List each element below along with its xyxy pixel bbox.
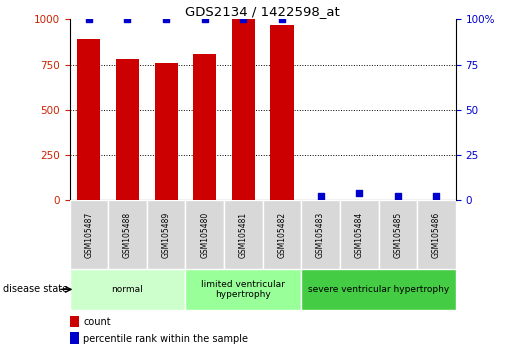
Text: percentile rank within the sample: percentile rank within the sample — [83, 333, 248, 343]
Bar — [301, 269, 456, 310]
Text: limited ventricular
hypertrophy: limited ventricular hypertrophy — [201, 280, 285, 299]
Point — [124, 17, 132, 22]
Point — [316, 194, 324, 199]
Bar — [379, 200, 417, 269]
Bar — [77, 39, 100, 200]
Text: severe ventricular hypertrophy: severe ventricular hypertrophy — [308, 285, 449, 294]
Text: GSM105488: GSM105488 — [123, 211, 132, 258]
Point — [201, 17, 209, 22]
Title: GDS2134 / 1422598_at: GDS2134 / 1422598_at — [185, 5, 340, 18]
Point — [162, 17, 170, 22]
Text: GSM105484: GSM105484 — [355, 211, 364, 258]
Bar — [70, 200, 108, 269]
Text: normal: normal — [112, 285, 143, 294]
Bar — [154, 63, 178, 200]
Bar — [70, 269, 185, 310]
Bar — [193, 54, 216, 200]
Point — [84, 17, 93, 22]
Bar — [232, 19, 255, 200]
Text: GSM105482: GSM105482 — [278, 211, 286, 258]
Point — [278, 17, 286, 22]
Bar — [263, 200, 301, 269]
Text: GSM105487: GSM105487 — [84, 211, 93, 258]
Text: GSM105480: GSM105480 — [200, 211, 209, 258]
Bar — [116, 59, 139, 200]
Bar — [108, 200, 147, 269]
Text: GSM105485: GSM105485 — [393, 211, 402, 258]
Point — [393, 194, 402, 199]
Point — [432, 194, 440, 199]
Bar — [70, 316, 79, 327]
Point — [355, 190, 363, 196]
Text: GSM105489: GSM105489 — [162, 211, 170, 258]
Bar — [340, 200, 379, 269]
Bar — [224, 200, 263, 269]
Bar — [270, 25, 294, 200]
Text: GSM105483: GSM105483 — [316, 211, 325, 258]
Bar — [147, 200, 185, 269]
Bar — [70, 332, 79, 344]
Text: count: count — [83, 317, 111, 327]
Bar — [185, 200, 224, 269]
Text: disease state: disease state — [3, 284, 67, 295]
Text: GSM105486: GSM105486 — [432, 211, 441, 258]
Bar — [301, 200, 340, 269]
Bar — [417, 200, 456, 269]
Point — [239, 17, 247, 22]
Text: GSM105481: GSM105481 — [239, 211, 248, 258]
Bar — [185, 269, 301, 310]
